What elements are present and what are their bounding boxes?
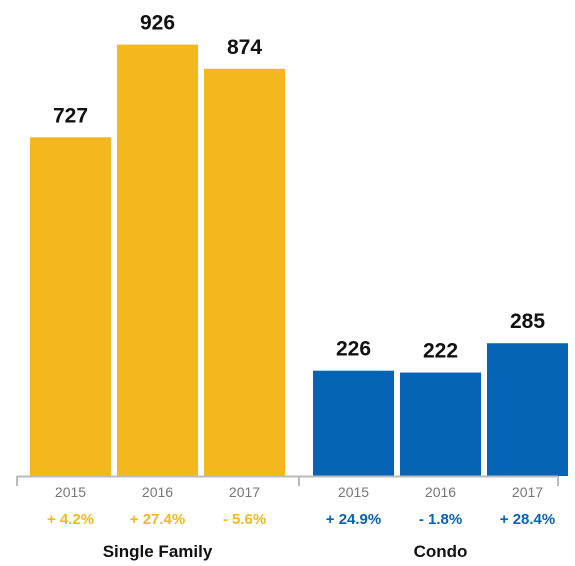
change-label-condo-2017: + 28.4% bbox=[500, 511, 555, 528]
year-tick-label-condo-2016: 2016 bbox=[425, 484, 456, 500]
group-label-single-family: Single Family bbox=[103, 542, 213, 561]
year-tick-label-condo-2017: 2017 bbox=[512, 484, 543, 500]
value-label-single-family-2015: 727 bbox=[53, 104, 88, 127]
x-axis bbox=[16, 475, 559, 486]
change-label-single-family-2017: - 5.6% bbox=[223, 511, 266, 528]
change-label-condo-2016: - 1.8% bbox=[419, 511, 462, 528]
value-label-condo-2017: 285 bbox=[510, 310, 545, 333]
bar-single-family-2016 bbox=[117, 44, 198, 476]
bar-single-family-2017 bbox=[204, 68, 285, 476]
value-label-condo-2016: 222 bbox=[423, 340, 458, 363]
change-label-condo-2015: + 24.9% bbox=[326, 511, 381, 528]
bar-condo-2015 bbox=[313, 370, 394, 476]
change-label-single-family-2015: + 4.2% bbox=[47, 511, 94, 528]
value-label-single-family-2016: 926 bbox=[140, 12, 175, 35]
bar-condo-2017 bbox=[487, 343, 568, 476]
year-tick-label-single-family-2016: 2016 bbox=[142, 484, 173, 500]
bar-single-family-2015 bbox=[30, 137, 111, 476]
labels-layer: 727 2015 + 4.2% 926 2016 + 27.4% 874 2017 - 5.6%… bbox=[47, 12, 555, 561]
bar-condo-2016 bbox=[400, 372, 481, 476]
value-label-condo-2015: 226 bbox=[336, 338, 371, 361]
change-label-single-family-2016: + 27.4% bbox=[130, 511, 185, 528]
year-tick-label-single-family-2017: 2017 bbox=[229, 484, 260, 500]
bars-layer bbox=[30, 44, 568, 476]
group-label-condo: Condo bbox=[414, 542, 468, 561]
year-tick-label-single-family-2015: 2015 bbox=[55, 484, 86, 500]
year-tick-label-condo-2015: 2015 bbox=[338, 484, 369, 500]
value-label-single-family-2017: 874 bbox=[227, 36, 262, 59]
